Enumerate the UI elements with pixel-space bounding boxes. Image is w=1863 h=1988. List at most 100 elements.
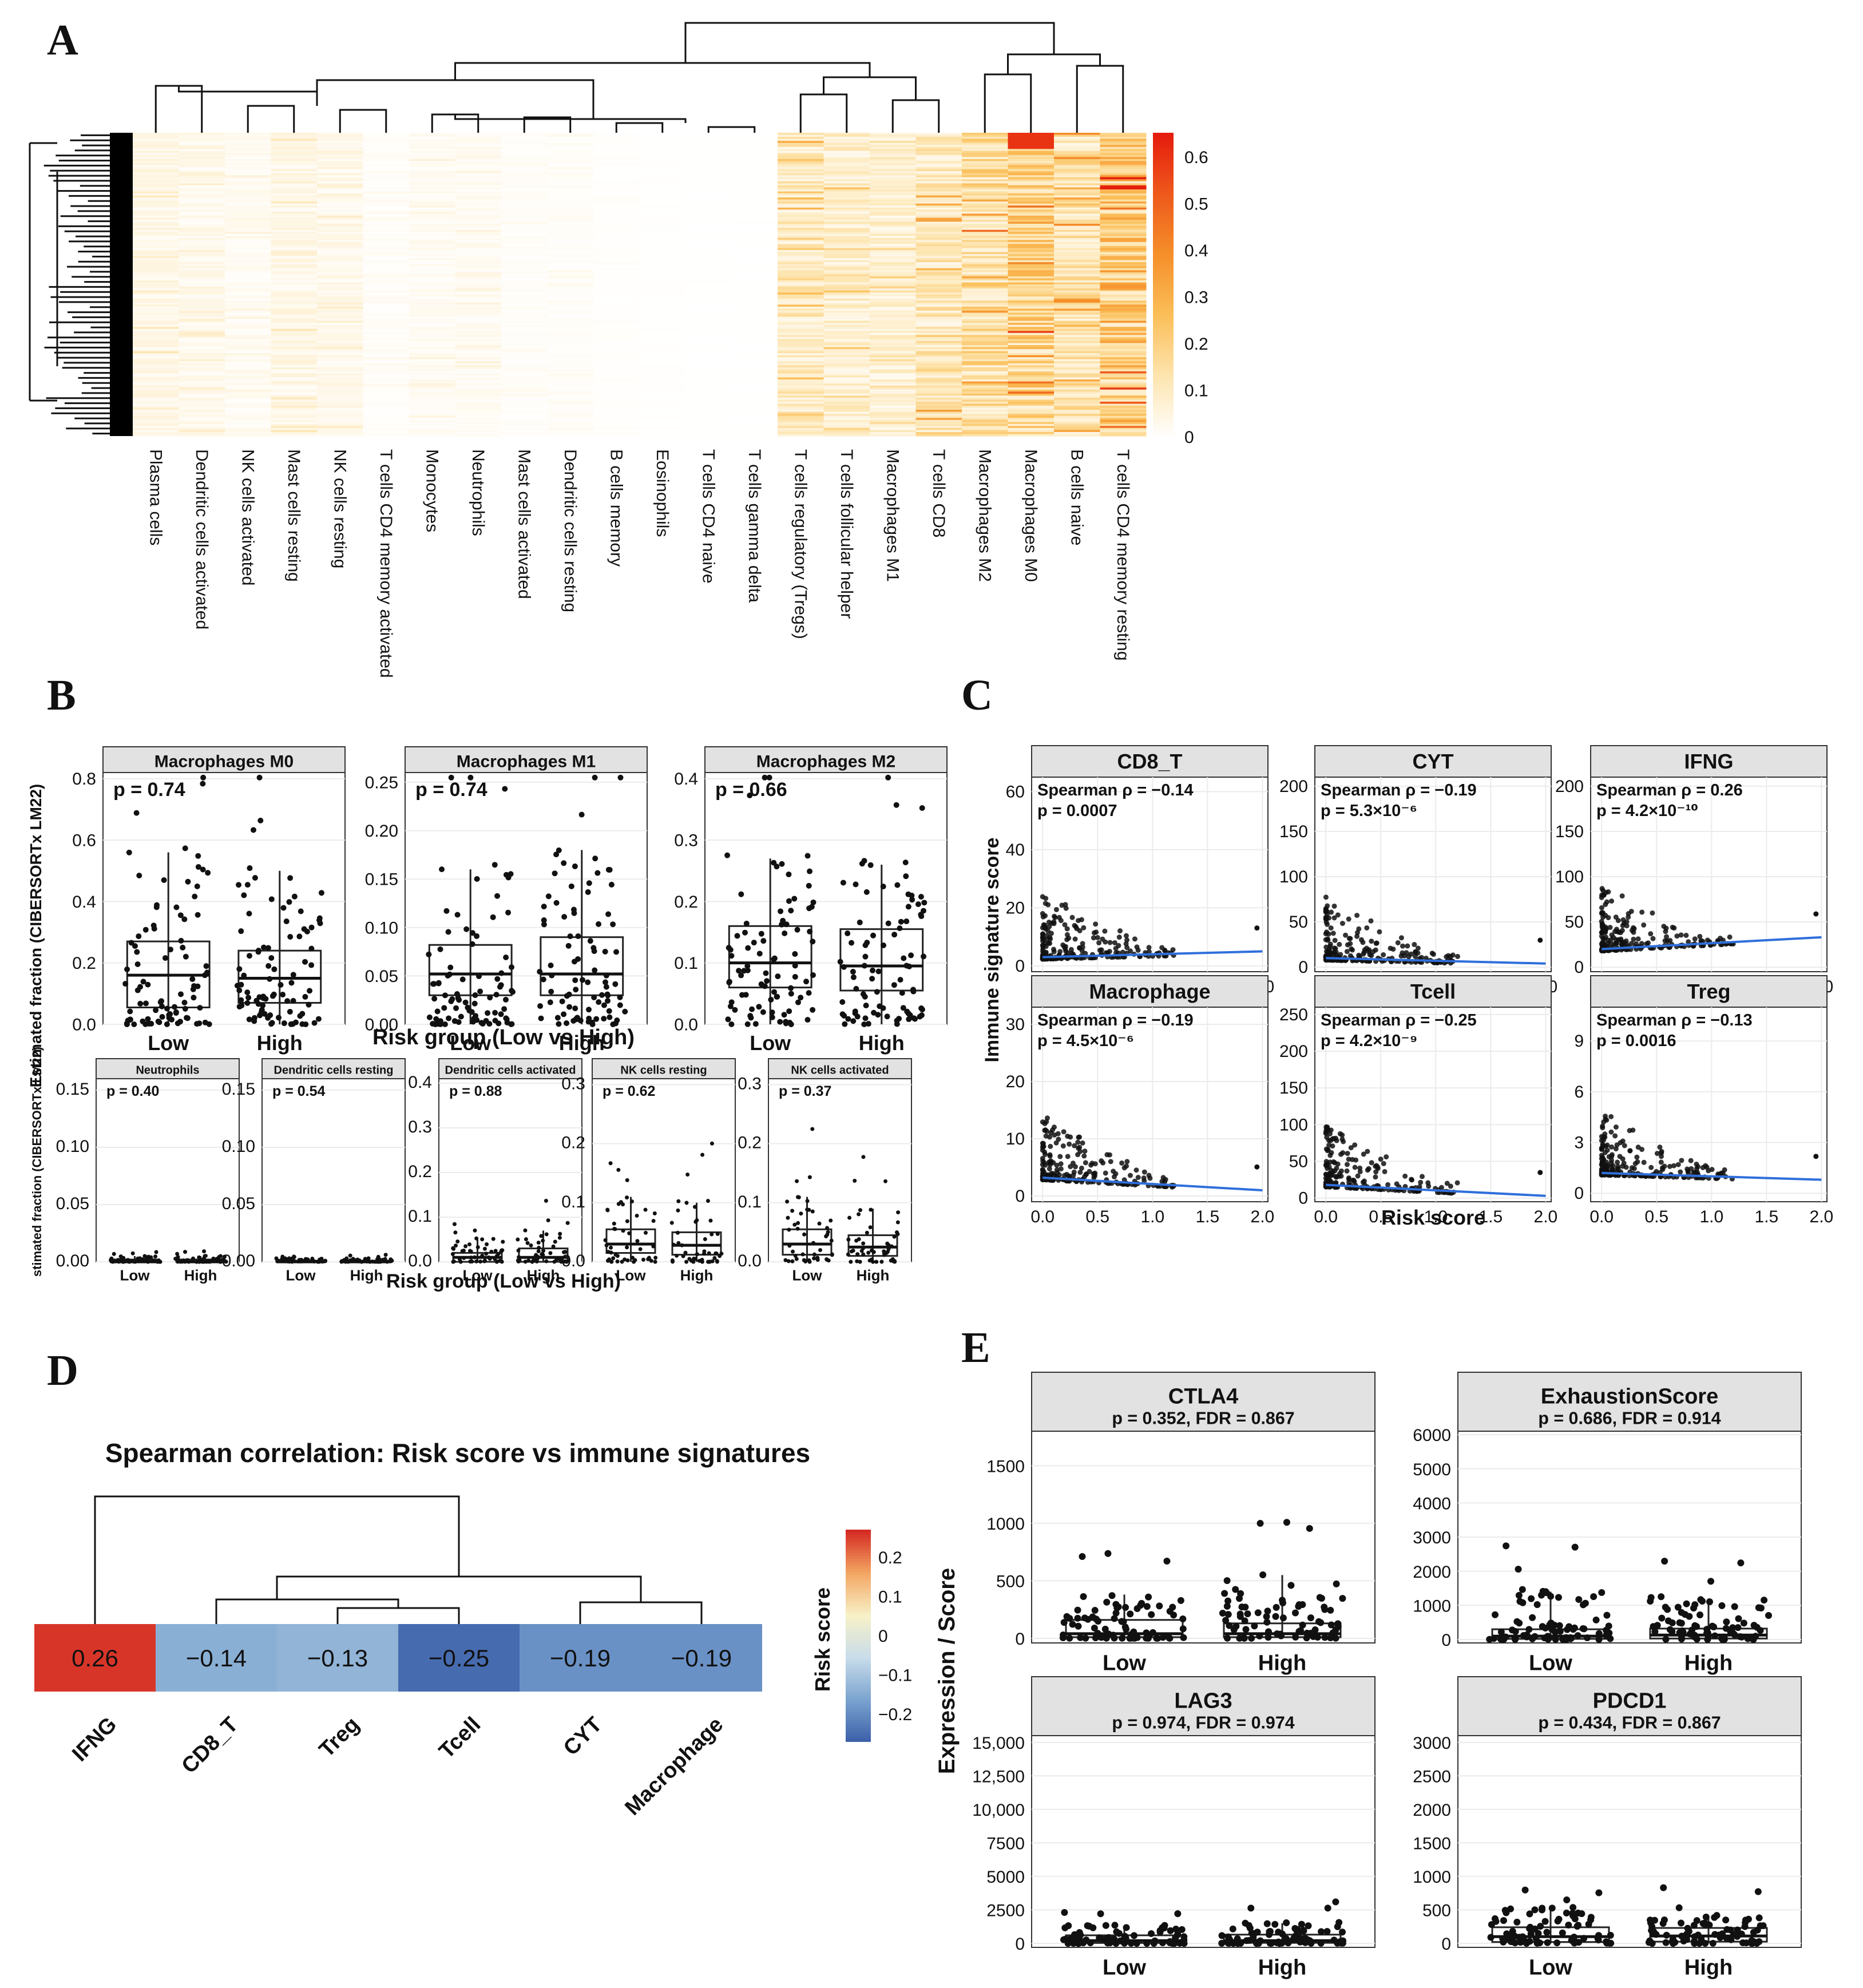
heatmap-cell (317, 197, 363, 200)
heatmap-cell (455, 410, 502, 413)
heatmap-cell (685, 401, 732, 405)
heatmap-cell (778, 159, 824, 162)
data-point (862, 942, 869, 948)
data-point (505, 874, 512, 881)
heatmap-cell (409, 282, 455, 285)
colorbar-segment (1153, 263, 1174, 267)
heatmap-cell (363, 340, 410, 344)
colorbar-segment (1153, 275, 1174, 279)
heatmap-cell (685, 181, 732, 184)
data-point (559, 998, 565, 1004)
data-point (792, 973, 798, 980)
heatmap-cell (731, 300, 778, 303)
heatmap-cell (179, 201, 225, 204)
heatmap-cell (731, 403, 778, 406)
heatmap-cell (685, 434, 732, 437)
heatmap-cell (363, 278, 410, 281)
heatmap-cell (179, 332, 225, 335)
heatmap-cell (363, 335, 410, 338)
data-point (462, 1256, 466, 1260)
heatmap-cell (778, 391, 824, 394)
heatmap-cell (685, 389, 732, 392)
heatmap-cell (409, 369, 455, 372)
data-point (606, 1008, 612, 1014)
heatmap-cell (271, 264, 318, 267)
heatmap-cell (271, 319, 318, 322)
heatmap-cell (225, 272, 271, 275)
data-point (164, 1005, 170, 1012)
heatmap-cell (915, 193, 962, 196)
heatmap-cell (870, 312, 916, 315)
heatmap-cell (409, 189, 455, 192)
data-point (146, 1260, 150, 1264)
data-point (610, 921, 616, 928)
heatmap-cell (225, 347, 271, 350)
heatmap-cell (639, 224, 686, 227)
heatmap-cell (639, 371, 686, 374)
data-point (591, 948, 597, 955)
data-point (577, 1017, 584, 1024)
heatmap-cell (870, 276, 916, 279)
heatmap-cell (778, 244, 824, 247)
heatmap-cell (685, 430, 732, 433)
heatmap-cell (593, 365, 640, 368)
heatmap-cell (409, 363, 455, 366)
heatmap-cell (1054, 169, 1100, 172)
heatmap-cell (870, 244, 916, 247)
heatmap-cell (870, 415, 916, 418)
heatmap-cell (409, 418, 455, 421)
heatmap-cell (593, 245, 640, 249)
data-point (902, 860, 909, 866)
heatmap-cell (1054, 363, 1100, 366)
heatmap-cell (870, 345, 916, 348)
heatmap-cell (823, 171, 870, 174)
heatmap-cell (731, 155, 778, 158)
heatmap-cell (271, 353, 318, 356)
heatmap-cell (225, 149, 271, 152)
heatmap-cell (731, 209, 778, 212)
heatmap-cell (1100, 411, 1147, 414)
heatmap-cell (271, 224, 318, 227)
heatmap-cell (823, 138, 870, 141)
heatmap-cell (1008, 175, 1055, 178)
heatmap-cell (731, 177, 778, 180)
heatmap-cell (1008, 298, 1055, 301)
heatmap-cell (639, 165, 686, 168)
heatmap-cell (501, 414, 548, 417)
heatmap-cell (1100, 225, 1147, 228)
heatmap-cell (317, 272, 363, 275)
data-point (883, 1179, 888, 1183)
data-point (891, 932, 898, 938)
data-point (383, 1253, 388, 1257)
heatmap-cell (133, 157, 179, 160)
heatmap-cell (731, 315, 778, 318)
heatmap-cell (1054, 414, 1100, 417)
heatmap-cell (823, 298, 870, 301)
data-point (205, 870, 211, 876)
heatmap-cell (915, 418, 962, 421)
heatmap-cell (593, 232, 640, 235)
heatmap-cell (962, 278, 1008, 281)
heatmap-cell (547, 173, 594, 176)
heatmap-cell (1008, 389, 1055, 392)
heatmap-cell (363, 183, 410, 186)
plot-frame (768, 1078, 912, 1262)
y-tick-label: 0.4 (674, 770, 698, 789)
heatmap-cell (501, 217, 548, 220)
heatmap-cell (363, 399, 410, 402)
heatmap-cell (1008, 141, 1055, 144)
heatmap-cell (915, 391, 962, 394)
heatmap-cell (547, 411, 594, 414)
heatmap-cell (455, 244, 502, 247)
heatmap-cell (455, 185, 502, 188)
data-point (857, 1212, 861, 1217)
heatmap-cell (1008, 282, 1055, 285)
heatmap-cell (547, 151, 594, 153)
heatmap-cell (547, 145, 594, 148)
heatmap-cell (363, 163, 410, 166)
heatmap-cell (870, 426, 916, 429)
heatmap-cell (1100, 163, 1147, 166)
x-group-label: High (559, 1031, 605, 1055)
data-point (486, 1255, 491, 1260)
heatmap-cell (870, 310, 916, 314)
